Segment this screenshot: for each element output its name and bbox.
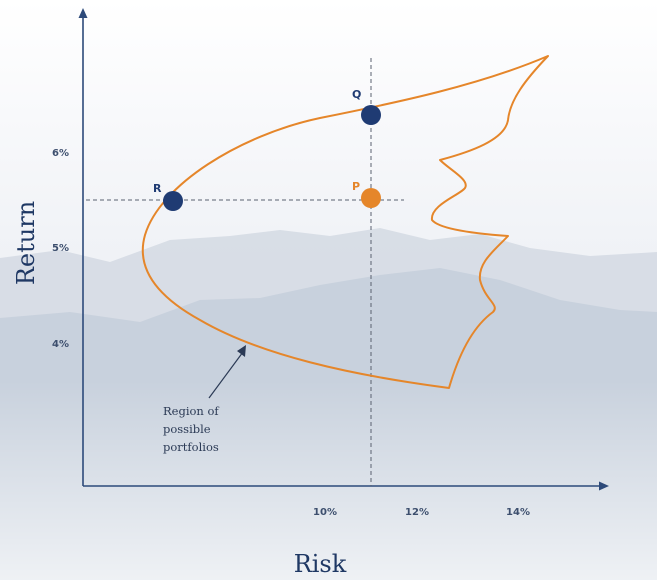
point-p-marker xyxy=(361,188,381,208)
x-axis-arrow-icon xyxy=(599,481,609,491)
annotation-arrow-head-icon xyxy=(237,345,246,357)
y-tick-label: 6% xyxy=(52,148,69,159)
x-axis-title: Risk xyxy=(294,550,347,578)
annotation-line-3: portfolios xyxy=(163,440,219,454)
mist-overlay xyxy=(0,380,657,580)
y-axis-arrow-icon xyxy=(78,8,88,18)
point-p-label: P xyxy=(352,180,360,193)
y-tick-label: 5% xyxy=(52,243,69,254)
x-tick-label: 12% xyxy=(405,507,429,518)
point-r-marker xyxy=(163,191,183,211)
x-tick-label: 14% xyxy=(506,507,530,518)
y-tick-label: 4% xyxy=(52,339,69,350)
annotation-line-2: possible xyxy=(163,422,211,436)
point-q-label: Q xyxy=(352,88,361,101)
point-r-label: R xyxy=(153,182,162,195)
annotation-line-1: Region of xyxy=(163,404,219,418)
portfolio-region-curve xyxy=(141,55,549,389)
annotation-arrow-line xyxy=(208,351,244,399)
point-q-marker xyxy=(361,105,381,125)
x-tick-label: 10% xyxy=(313,507,337,518)
y-axis-title: Return xyxy=(12,201,40,285)
